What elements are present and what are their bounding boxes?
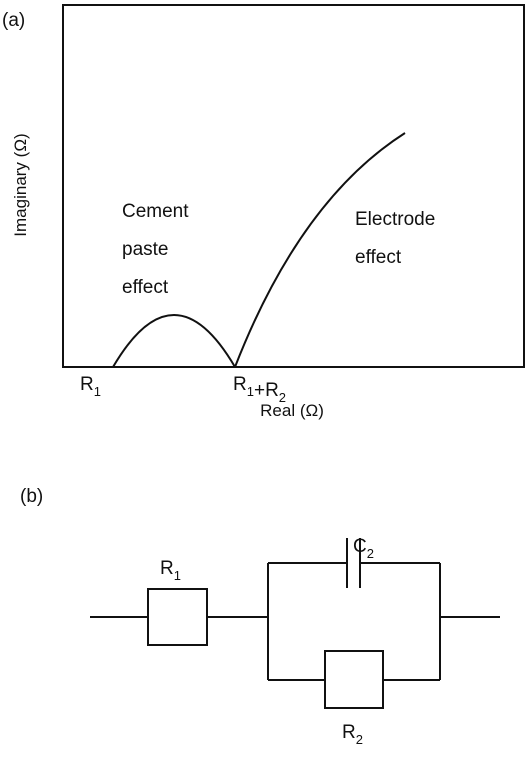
component-label: R1 xyxy=(160,558,181,583)
panel-label: (b) xyxy=(20,486,43,507)
x-axis-title: Real (Ω) xyxy=(260,401,324,420)
component-label: R2 xyxy=(342,722,363,747)
circuit-wires xyxy=(90,562,500,681)
x-label: R1+R2 xyxy=(233,374,286,405)
label-main: +R xyxy=(254,380,279,401)
electrode-curve xyxy=(234,132,406,368)
label-main: R xyxy=(160,558,174,579)
label-main: C xyxy=(353,536,367,557)
capacitor xyxy=(346,538,361,588)
semicircle-curve xyxy=(112,314,236,368)
label-sub: 2 xyxy=(367,546,374,561)
panel-label: (a) xyxy=(2,10,25,31)
resistor xyxy=(324,650,384,709)
component-label: C2 xyxy=(353,536,374,561)
label-sub: 2 xyxy=(356,732,363,747)
x-label: R1 xyxy=(80,374,101,399)
plot-frame xyxy=(62,4,525,368)
annotation: Electrode xyxy=(355,209,435,230)
label-sub: 1 xyxy=(94,384,101,399)
annotation: paste xyxy=(122,239,168,260)
label-sub: 1 xyxy=(174,568,181,583)
annotation: effect xyxy=(122,277,169,298)
label-main: R xyxy=(342,722,356,743)
annotation: Cement xyxy=(122,201,189,222)
label-main: R xyxy=(80,374,94,395)
resistor xyxy=(147,588,208,646)
y-axis-title: Imaginary (Ω) xyxy=(11,133,30,236)
label-main: R xyxy=(233,374,247,395)
label-sub: 1 xyxy=(247,384,254,399)
annotation: effect xyxy=(355,247,402,268)
label-sub: 2 xyxy=(279,390,286,405)
